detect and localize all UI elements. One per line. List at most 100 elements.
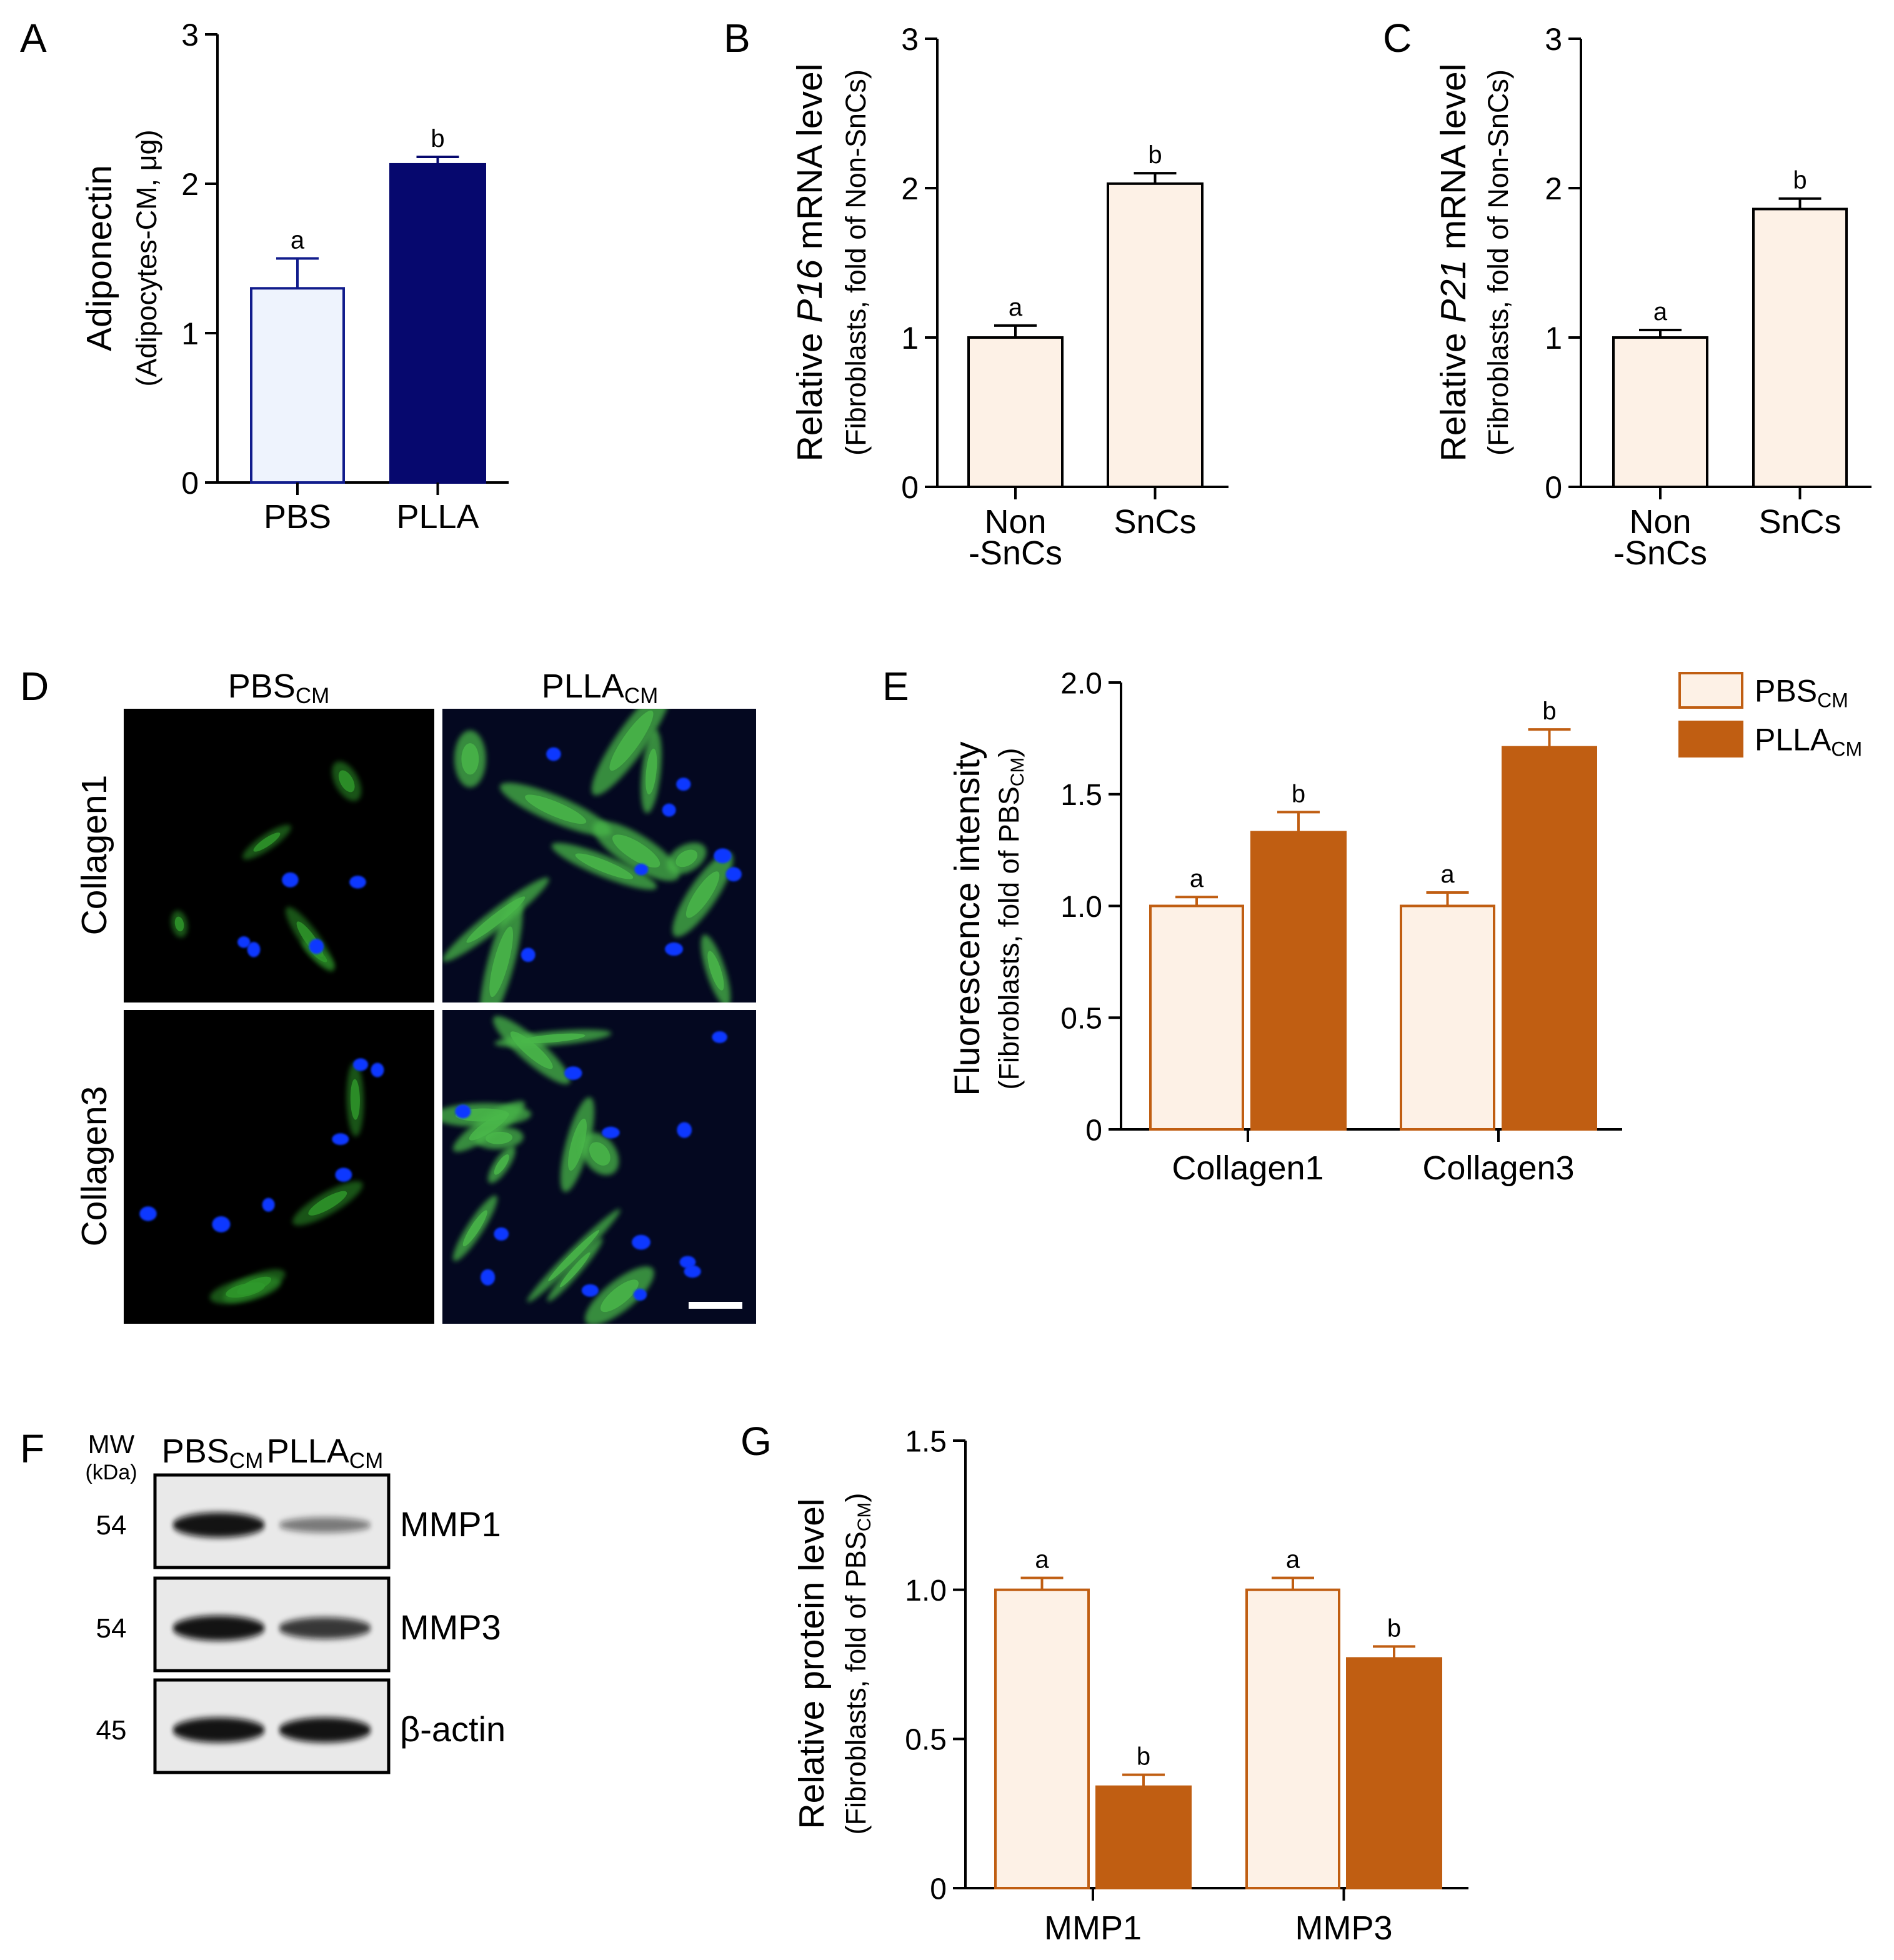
y-tick-label: 0: [1545, 470, 1562, 505]
nucleus: [684, 1265, 701, 1278]
nucleus: [662, 803, 676, 817]
cell-core: [675, 849, 698, 868]
bar: [967, 336, 1064, 488]
cell-core: [469, 1112, 509, 1141]
y-axis-title: Adiponectin: [79, 165, 119, 351]
y-tick-label: 1.5: [1060, 779, 1102, 812]
panel-letter-c: C: [1383, 16, 1412, 61]
y-axis-title: Fluorescence intensity: [947, 741, 987, 1096]
y-tick-label: 0.5: [905, 1724, 947, 1757]
cells: [442, 709, 742, 1002]
nucleus: [282, 872, 299, 888]
nucleus: [247, 942, 261, 958]
y-tick-label: 0: [930, 1872, 947, 1906]
nucleus: [676, 778, 691, 791]
nucleus: [665, 942, 684, 956]
y-axis-subtitle-subscript: CM: [1007, 758, 1028, 787]
column-header-subscript: CM: [296, 684, 329, 708]
cell-core: [707, 951, 724, 991]
nucleus: [212, 1216, 231, 1232]
bar: [1245, 1588, 1340, 1890]
legend-label: PLLACM: [1755, 722, 1862, 761]
y-axis-title-part: mRNA level: [1433, 64, 1473, 260]
panel-letter-d: D: [20, 664, 49, 709]
cell-core: [589, 1142, 611, 1166]
y-tick-label: 3: [181, 18, 199, 52]
column-header: PLLACM: [542, 668, 659, 708]
y-axis-subtitle: (Fibroblasts, fold of Non-SnCs): [1482, 69, 1514, 456]
cell-core: [174, 916, 184, 932]
x-category-label: PLLA: [396, 498, 479, 536]
nucleus: [581, 1284, 599, 1297]
y-axis-subtitle-subscript: CM: [854, 1502, 875, 1532]
nucleus: [335, 1168, 352, 1182]
y-axis-subtitle-end: ): [993, 748, 1025, 758]
y-tick-label: 1.0: [1060, 891, 1102, 924]
cell-core: [350, 1079, 360, 1120]
y-tick-label: 3: [1545, 22, 1562, 57]
cells: [139, 1058, 384, 1304]
blot-band: [172, 1616, 265, 1641]
y-tick-label: 3: [901, 22, 919, 57]
y-axis-subtitle: (Adipocytes-CM, μg): [131, 129, 162, 386]
nucleus: [633, 1289, 647, 1301]
lane-label: PLLACM: [267, 1432, 384, 1473]
panel-letter-b: B: [724, 16, 750, 61]
bar: [1612, 336, 1708, 488]
legend-swatch: [1678, 672, 1743, 709]
y-axis-title-part: P16: [790, 259, 830, 323]
bar: [1502, 746, 1597, 1131]
x-category-label: Collagen3: [1422, 1149, 1574, 1187]
micrograph-tile: [124, 709, 434, 1002]
column-header-subscript: CM: [624, 684, 658, 708]
nucleus: [602, 1126, 620, 1139]
cell-core: [600, 1279, 639, 1312]
bar: [1095, 1785, 1192, 1890]
blot-row: 54 MMP1: [96, 1473, 501, 1569]
nucleus: [679, 1256, 696, 1269]
y-axis-title-part: Relative: [790, 323, 830, 462]
x-category-label: SnCs: [1114, 503, 1196, 541]
micrograph-tile: [124, 1010, 434, 1324]
cell-core: [494, 1154, 509, 1175]
scale-bar: [689, 1302, 742, 1309]
column-header-main: PBS: [228, 668, 296, 705]
cell-core: [575, 853, 634, 879]
significance-letter: a: [1286, 1546, 1300, 1574]
y-tick-label: 0: [181, 466, 199, 501]
bar: [1346, 1657, 1442, 1890]
bar: [1250, 831, 1347, 1131]
x-category-label: MMP3: [1295, 1909, 1392, 1947]
y-axis-subtitle-main: (Fibroblasts, fold of PBS: [993, 786, 1025, 1089]
x-category-label: -SnCs: [1613, 534, 1707, 572]
significance-letter: b: [1542, 698, 1556, 725]
x-category-label: PBS: [264, 498, 331, 536]
y-axis-subtitle-end: ): [840, 1493, 872, 1502]
y-tick-label: 0: [901, 470, 919, 505]
cell-core: [510, 1031, 553, 1069]
bar: [1149, 904, 1244, 1131]
bar: [994, 1588, 1090, 1890]
y-axis-title: Relative protein level: [792, 1498, 832, 1829]
y-axis-title: Relative P16 mRNA level: [790, 64, 830, 462]
legend-label: PBSCM: [1755, 674, 1848, 712]
nucleus: [632, 1234, 650, 1250]
nucleus: [332, 1133, 349, 1146]
cell-core: [568, 1118, 587, 1171]
blot-row: 45 β-actin: [96, 1678, 506, 1774]
y-tick-label: 2: [1545, 171, 1562, 206]
y-axis-title-part: mRNA level: [790, 64, 830, 260]
lane-label-main: PBS: [162, 1432, 229, 1470]
nucleus: [353, 1058, 369, 1071]
nucleus: [237, 936, 251, 948]
nucleus: [494, 1227, 509, 1241]
chart-g: 0 0.5 1.0 1.5 a a b b MMP1 MMP3 Relative protein l…: [792, 1425, 1468, 1947]
cells: [442, 1016, 727, 1324]
y-axis-subtitle: (Fibroblasts, fold of Non-SnCs): [840, 69, 872, 456]
cell-core: [308, 1191, 347, 1216]
lane-label-main: PLLA: [267, 1432, 349, 1470]
y-axis-title-part: P21: [1433, 259, 1473, 322]
y-tick-label: 2: [181, 167, 199, 202]
nucleus: [564, 1066, 582, 1080]
nucleus: [714, 848, 732, 864]
